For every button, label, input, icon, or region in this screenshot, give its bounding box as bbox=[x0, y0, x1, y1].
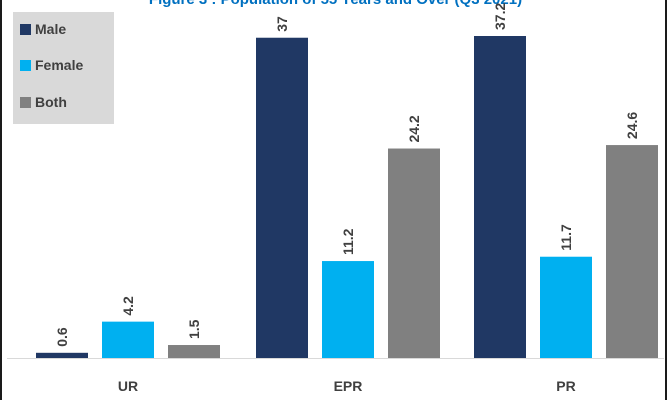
bar-female-pr bbox=[540, 256, 592, 358]
bar-male-pr bbox=[474, 36, 526, 358]
x-tick-label-epr: EPR bbox=[334, 378, 363, 394]
data-label-both-epr: 24.2 bbox=[406, 115, 422, 142]
bar-both-ur bbox=[168, 345, 220, 358]
legend: Male Female Both bbox=[13, 12, 114, 124]
bar-male-ur bbox=[36, 352, 88, 358]
legend-label-male: Male bbox=[35, 21, 67, 37]
data-label-male-ur: 0.6 bbox=[54, 327, 70, 347]
bar-both-epr bbox=[388, 148, 440, 358]
legend-item-both: Both bbox=[20, 92, 67, 112]
x-tick-label-pr: PR bbox=[556, 378, 575, 394]
data-label-male-pr: 37.2 bbox=[492, 3, 508, 30]
data-label-female-pr: 11.7 bbox=[558, 224, 574, 251]
legend-item-male: Male bbox=[20, 19, 66, 39]
bar-female-ur bbox=[102, 321, 154, 358]
bar-female-epr bbox=[322, 261, 374, 358]
data-label-both-pr: 24.6 bbox=[624, 112, 640, 139]
data-label-female-ur: 4.2 bbox=[120, 296, 136, 316]
legend-label-female: Female bbox=[35, 57, 84, 73]
data-label-female-epr: 11.2 bbox=[340, 228, 356, 255]
legend-swatch-female bbox=[20, 59, 31, 71]
legend-label-both: Both bbox=[35, 94, 67, 110]
chart-title: Figure 3 : Population of 55 Years and Ov… bbox=[2, 0, 665, 8]
bar-male-epr bbox=[256, 37, 308, 359]
x-tick-label-ur: UR bbox=[118, 378, 138, 394]
legend-swatch-both bbox=[20, 96, 31, 108]
data-label-male-epr: 37 bbox=[274, 16, 290, 32]
bar-both-pr bbox=[606, 145, 658, 358]
data-label-both-ur: 1.5 bbox=[186, 319, 202, 339]
legend-swatch-male bbox=[20, 23, 31, 35]
legend-item-female: Female bbox=[20, 55, 83, 75]
